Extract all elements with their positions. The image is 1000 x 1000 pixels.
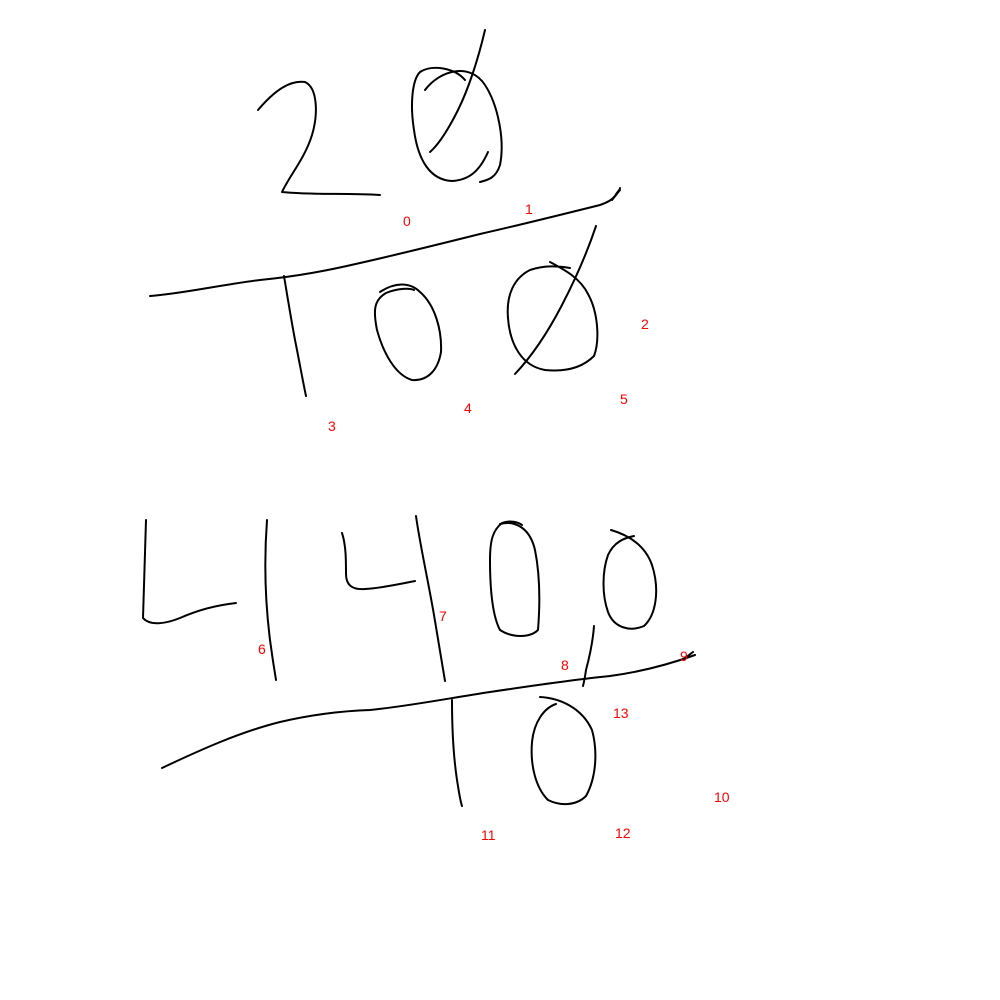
stroke-label-2: 2 — [641, 316, 649, 332]
stroke-four-1-right — [264, 519, 277, 681]
stroke-zero-numerator — [411, 66, 503, 183]
stroke-zero-denominator-1 — [373, 283, 443, 382]
stroke-label-7: 7 — [439, 608, 447, 624]
stroke-label-10: 10 — [714, 789, 730, 805]
stroke-zero-denominator-2 — [506, 261, 599, 372]
stroke-strike-numerator-bottom — [582, 625, 595, 687]
stroke-zero-numerator-bottom-2 — [602, 529, 658, 630]
stroke-label-4: 4 — [464, 400, 472, 416]
stroke-label-0: 0 — [403, 213, 411, 229]
stroke-one-denominator-bottom — [451, 699, 463, 807]
stroke-four-2-right — [415, 515, 446, 682]
stroke-four-1-left — [142, 519, 237, 625]
stroke-zero-denominator-bottom — [530, 696, 597, 806]
stroke-strike-denominator — [514, 225, 597, 375]
stroke-strike-numerator — [429, 29, 486, 153]
stroke-zero-numerator-bottom-1 — [489, 520, 541, 637]
stroke-label-8: 8 — [561, 657, 569, 673]
stroke-label-3: 3 — [328, 418, 336, 434]
stroke-label-13: 13 — [613, 705, 629, 721]
stroke-label-5: 5 — [620, 391, 628, 407]
stroke-label-12: 12 — [615, 825, 631, 841]
stroke-label-1: 1 — [525, 201, 533, 217]
stroke-one-denominator — [283, 275, 307, 397]
stroke-digit-2 — [257, 80, 381, 196]
stroke-four-2-left — [341, 532, 416, 591]
stroke-label-6: 6 — [258, 641, 266, 657]
stroke-label-9: 9 — [680, 648, 688, 664]
stroke-label-11: 11 — [481, 827, 496, 843]
stroke-fraction-bar-bottom — [161, 651, 696, 769]
stroke-fraction-bar-top — [149, 187, 621, 297]
